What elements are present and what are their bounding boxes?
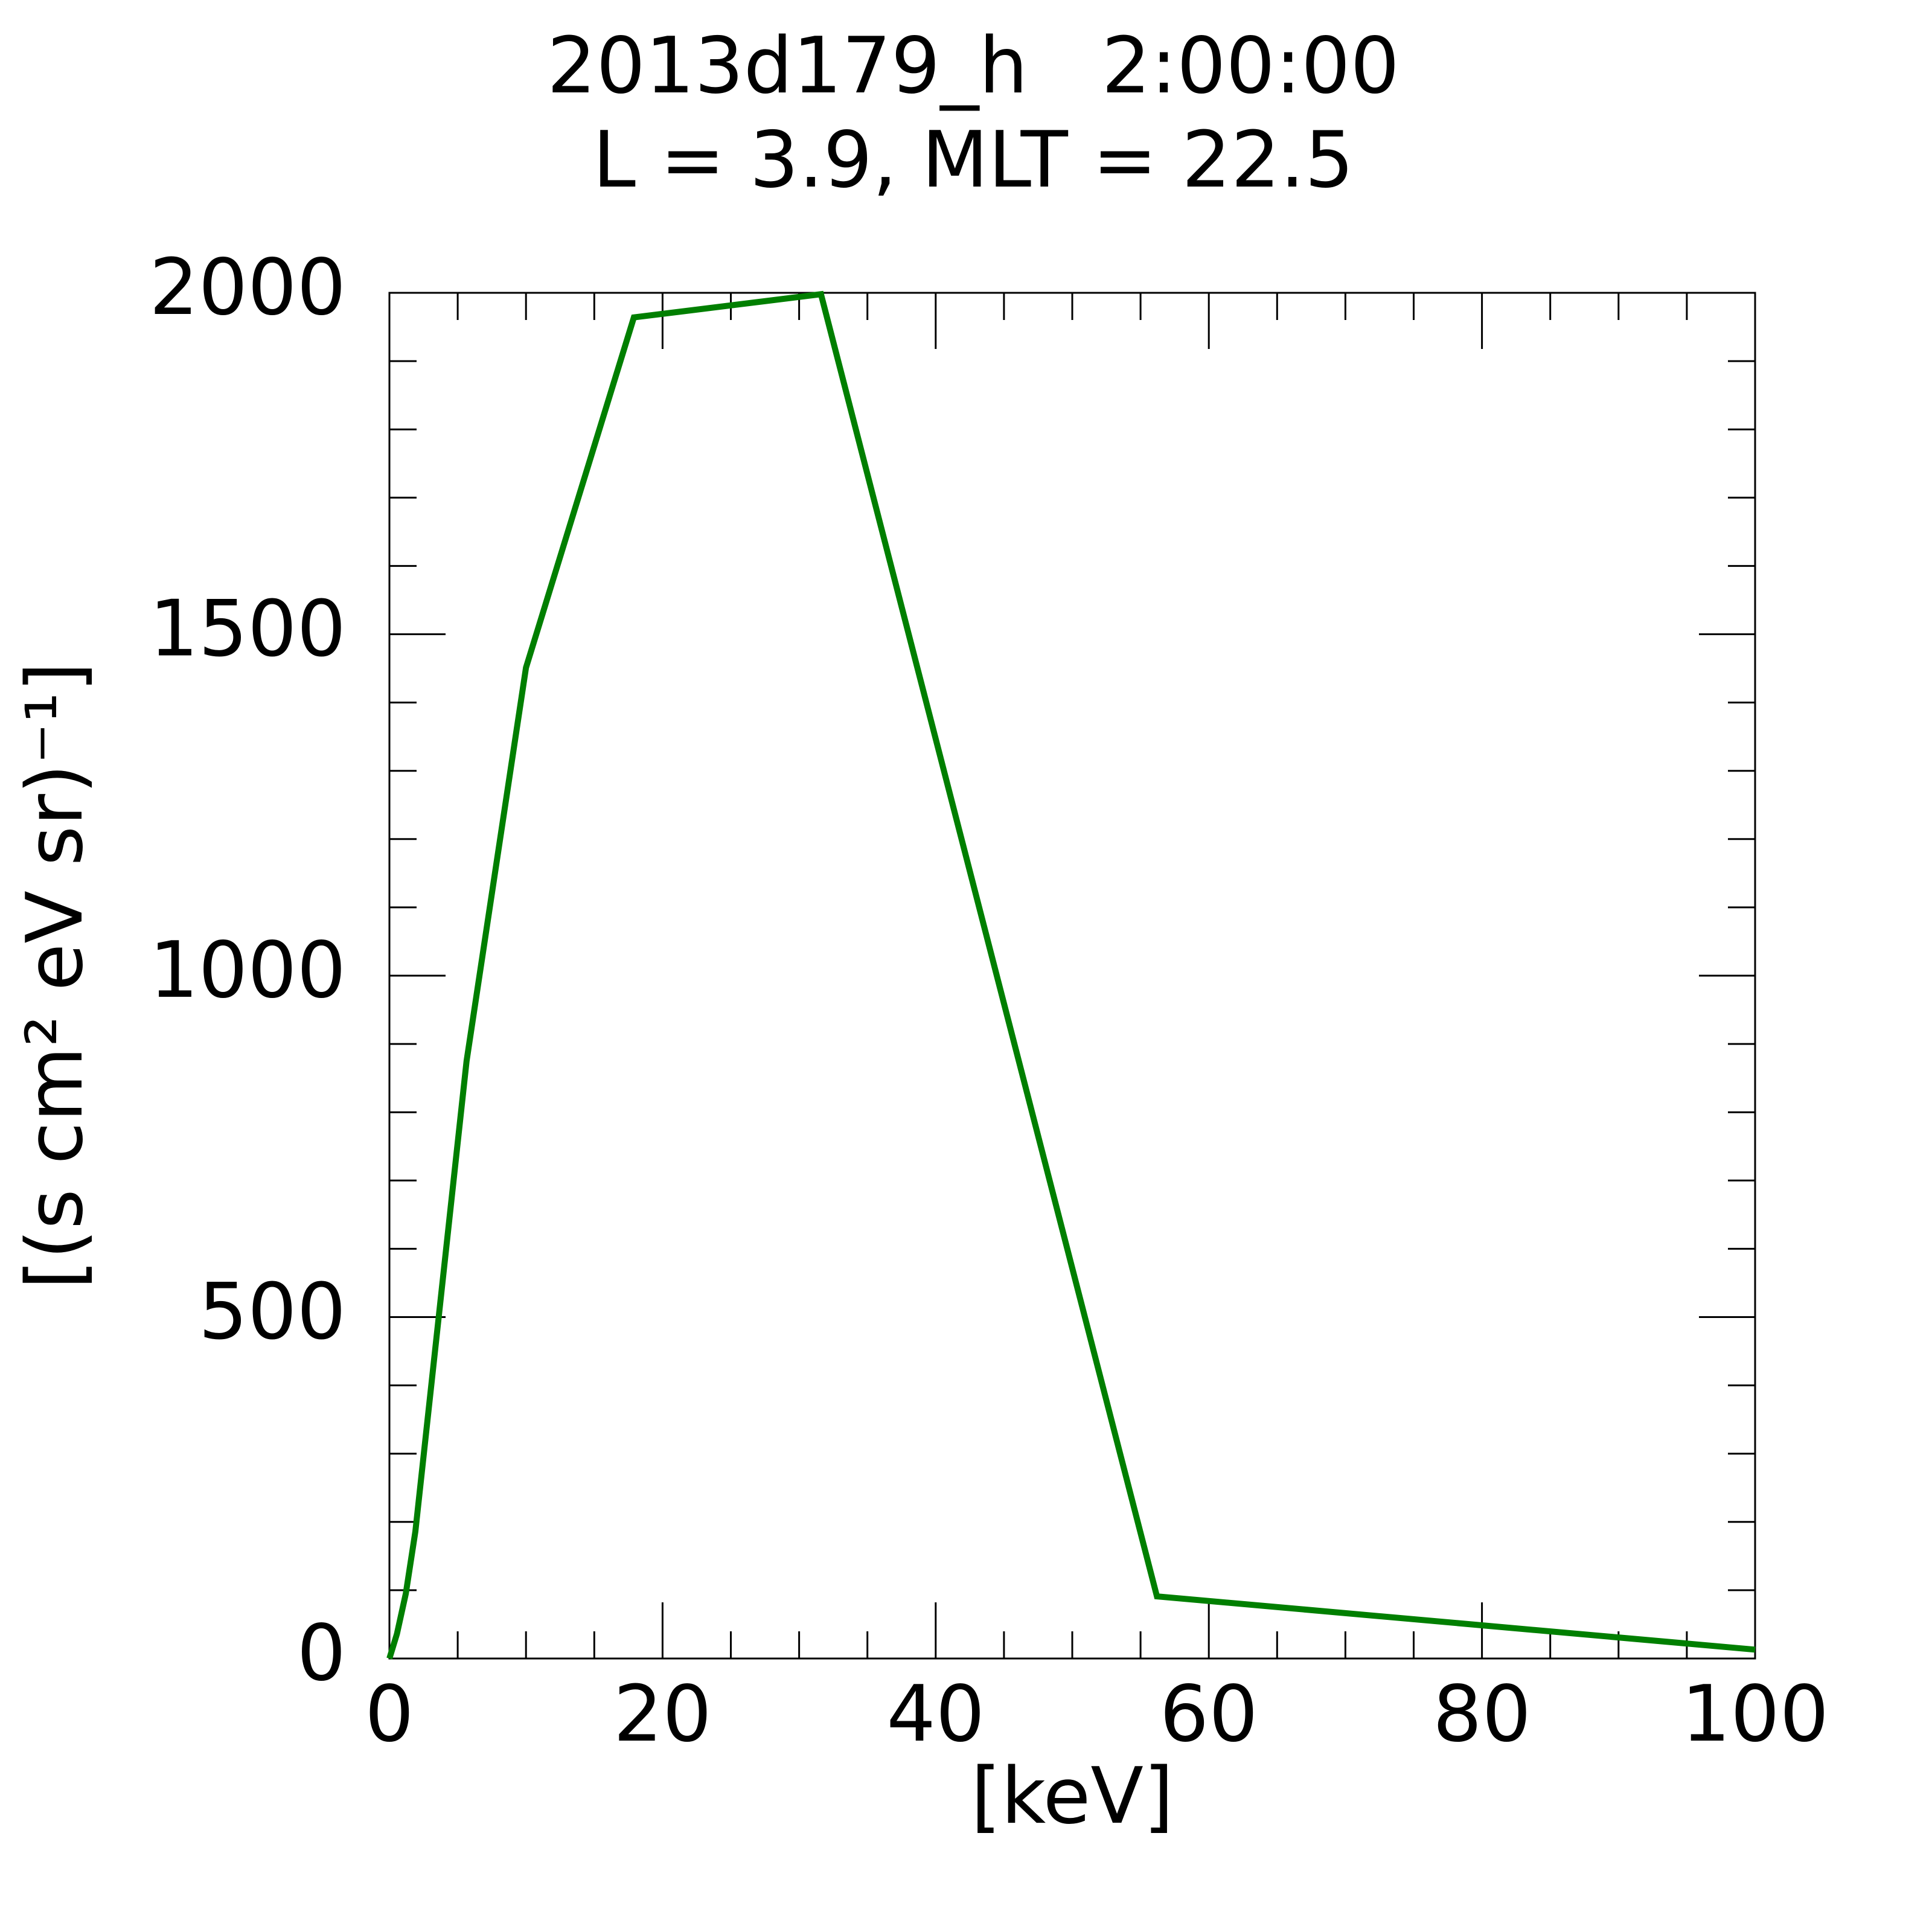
y-tick-label: 0 (297, 1608, 346, 1698)
plot-frame (388, 292, 1756, 1660)
x-tick-label: 100 (1681, 1669, 1829, 1759)
chart-subtitle: L = 3.9, MLT = 22.5 (593, 115, 1354, 205)
y-tick-label: 1000 (149, 926, 346, 1016)
y-tick-label: 500 (199, 1267, 346, 1357)
x-tick-label: 0 (365, 1669, 414, 1759)
x-tick-label: 40 (886, 1669, 985, 1759)
y-tick-label: 2000 (149, 243, 346, 333)
x-axis-label: [keV] (971, 1751, 1174, 1841)
chart-title: 2013d179_h 2:00:00 (547, 21, 1399, 111)
x-tick-label: 80 (1433, 1669, 1531, 1759)
data-line (386, 290, 1756, 1660)
x-tick-label: 20 (613, 1669, 712, 1759)
x-tick-label: 60 (1160, 1669, 1258, 1759)
y-tick-label: 1500 (149, 584, 346, 674)
y-axis-label: [(s cm² eV sr)⁻¹] (10, 662, 100, 1289)
